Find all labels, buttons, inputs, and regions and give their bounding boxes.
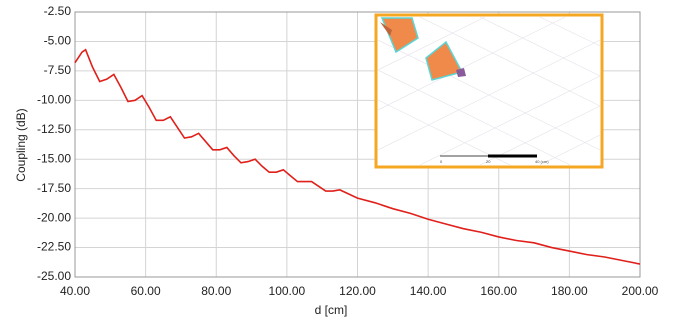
y-tick-label: -12.50 (37, 122, 71, 136)
chart: -2.50 -5.00 -7.50 -10.00 -12.50 -15.00 -17.50 -… (0, 0, 676, 320)
x-tick-label: 100.00 (269, 284, 306, 298)
scale-label: 20 (486, 159, 491, 164)
scale-label: 40 (cm) (535, 159, 549, 164)
x-tick-label: 200.00 (622, 284, 659, 298)
y-tick-label: -7.50 (44, 63, 72, 77)
y-tick-label: -17.50 (37, 181, 71, 195)
y-tick-label: -5.00 (44, 34, 72, 48)
y-tick-label: -10.00 (37, 93, 71, 107)
y-tick-label: -15.00 (37, 151, 71, 165)
inset: 0 20 40 (cm) (376, 15, 602, 167)
x-tick-label: 180.00 (551, 284, 588, 298)
x-axis-label: d [cm] (315, 303, 348, 317)
y-tick-label: -25.00 (37, 269, 71, 283)
y-axis-label: Coupling (dB) (14, 108, 28, 181)
x-tick-label: 120.00 (339, 284, 376, 298)
y-tick-label: -20.00 (37, 210, 71, 224)
x-tick-label: 140.00 (410, 284, 447, 298)
x-tick-label: 160.00 (480, 284, 517, 298)
y-tick-label: -22.50 (37, 240, 71, 254)
x-tick-label: 60.00 (131, 284, 161, 298)
x-tick-label: 80.00 (201, 284, 231, 298)
y-tick-label: -2.50 (44, 4, 72, 18)
x-tick-label: 40.00 (60, 284, 90, 298)
